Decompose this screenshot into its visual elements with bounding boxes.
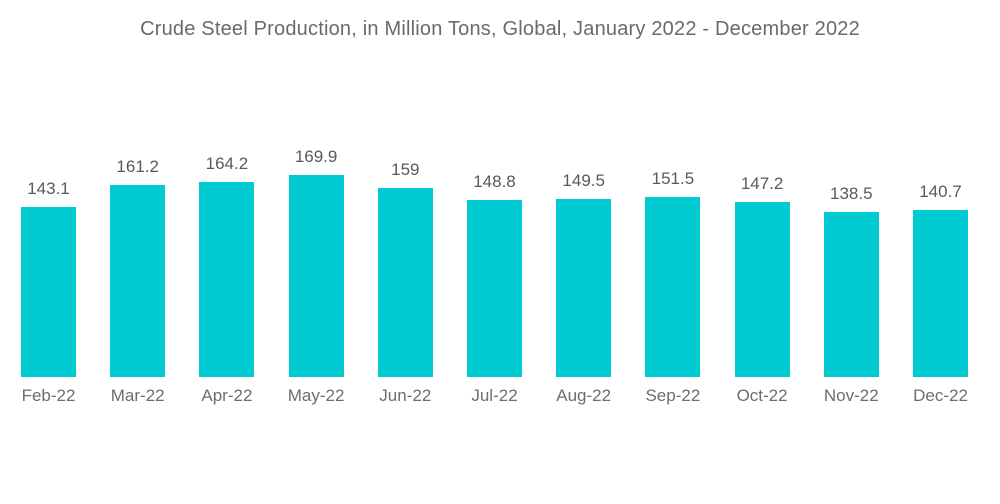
bar-value-label: 164.2 [205, 153, 249, 173]
category-label: Sep-22 [645, 386, 701, 405]
bar-feb-22 [21, 206, 76, 377]
bar-value-label: 151.5 [651, 169, 695, 189]
category-label: Jul-22 [471, 386, 518, 405]
bar-value-label: 140.7 [919, 181, 962, 201]
category-label: Oct-22 [736, 386, 788, 405]
bar-apr-22 [199, 181, 255, 377]
category-label: May-22 [287, 386, 345, 405]
category-label: Dec-22 [913, 386, 968, 405]
category-label: Feb-22 [21, 386, 76, 405]
category-label: Apr-22 [201, 386, 253, 405]
bar-value-label: 159 [391, 160, 420, 180]
bar-sep-22 [645, 197, 701, 377]
bar-aug-22 [556, 199, 612, 377]
chart-title: Crude Steel Production, in Million Tons,… [140, 18, 860, 40]
bar-value-label: 161.2 [116, 157, 159, 177]
bar-oct-22 [734, 202, 790, 377]
bar-jun-22 [377, 188, 433, 377]
category-label: Jun-22 [379, 386, 432, 405]
bar-value-label: 169.9 [294, 147, 338, 167]
bar-value-label: 149.5 [562, 171, 605, 191]
bar-nov-22 [823, 212, 879, 377]
bar-jul-22 [467, 200, 522, 377]
bar-value-label: 138.5 [830, 184, 873, 204]
category-label: Mar-22 [110, 386, 165, 405]
bar-value-label: 148.8 [473, 172, 516, 192]
bar-may-22 [288, 175, 344, 377]
category-label: Nov-22 [823, 386, 879, 405]
category-label: Aug-22 [556, 386, 612, 405]
bar-value-label: 147.2 [740, 174, 784, 194]
bar-dec-22 [913, 209, 968, 377]
bar-value-label: 143.1 [27, 178, 70, 198]
bar-mar-22 [110, 185, 166, 377]
